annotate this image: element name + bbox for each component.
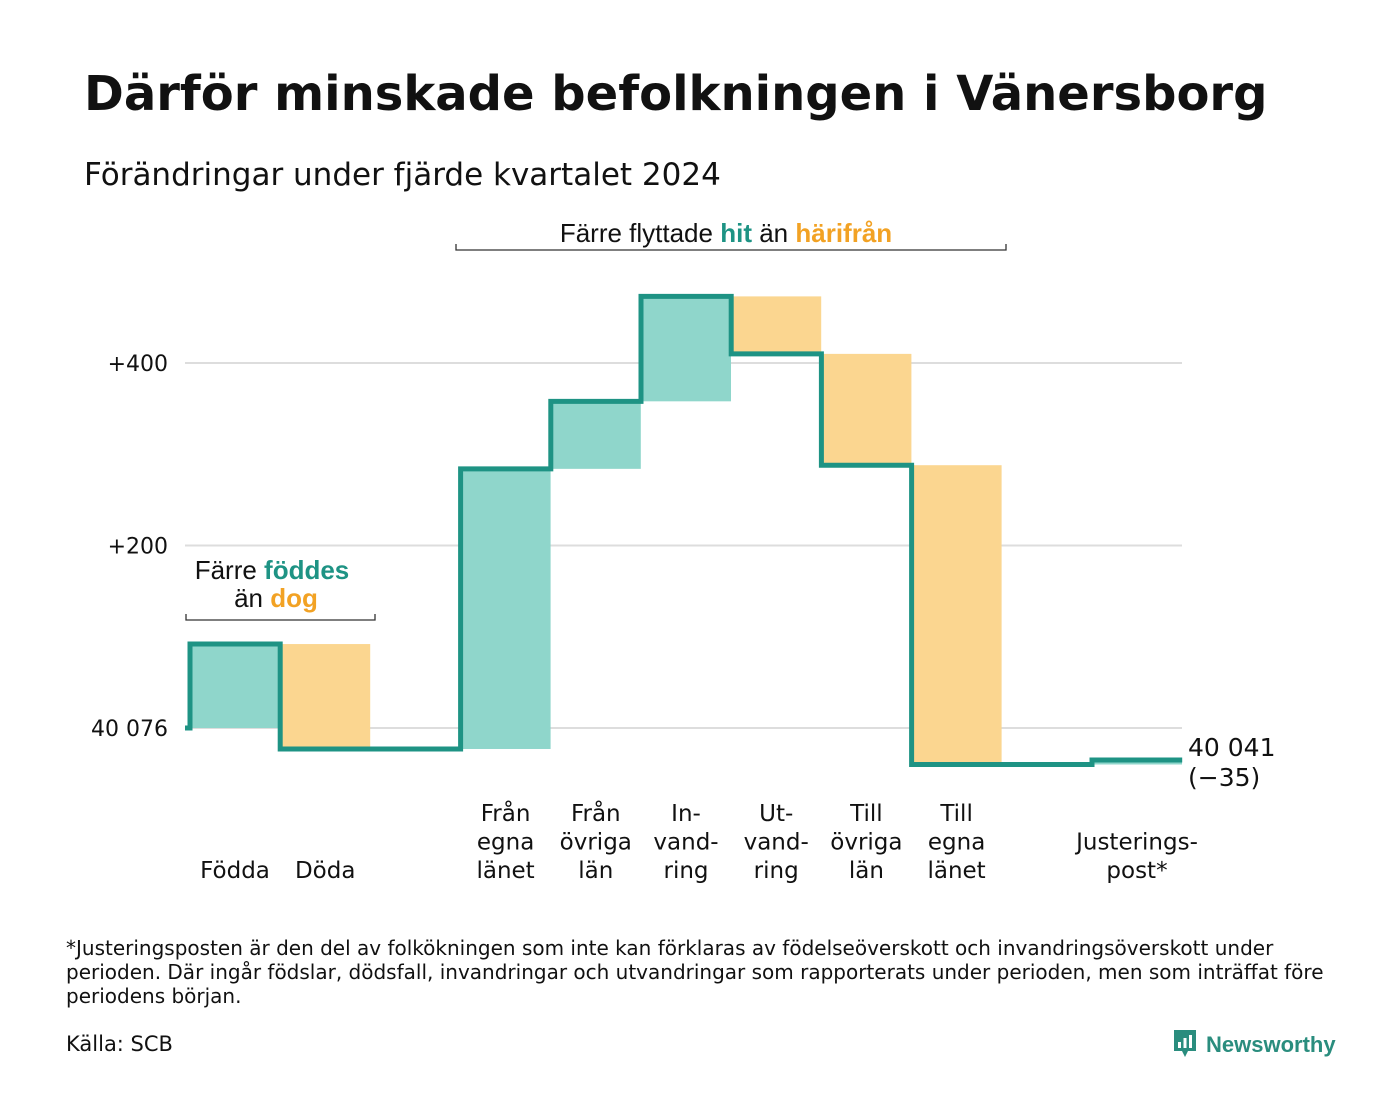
x-category-label: Från egna länet [476,799,534,884]
annotation-births-highlight-1: föddes [264,555,349,585]
annotation-moves-text-1: Färre flyttade [560,218,720,248]
chart-title: Därför minskade befolkningen i Vänersbor… [84,66,1268,122]
x-category-label: In-vand-ring [653,801,718,884]
bar-inflow [460,468,551,749]
end-value-label: 40 041 (−35) [1188,733,1275,792]
bar-outflow [911,465,1002,765]
y-tick-label: +400 [108,352,168,377]
svg-text:Färre flyttade hit än härifrån: Färre flyttade hit än härifrån [560,218,892,248]
annotation-births-highlight-2: dog [270,583,318,613]
annotation-moves: Färre flyttade hit än härifrån [455,218,1007,251]
brand-logo: Newsworthy [1172,1028,1336,1062]
x-category-label: Till egna länet [927,801,985,884]
chart-subtitle: Förändringar under fjärde kvartalet 2024 [84,157,721,193]
cumulative-step-line [185,293,1183,767]
bar-inflow [190,644,280,728]
annotation-births: Färre föddes än dog [185,555,376,621]
brand-name: Newsworthy [1206,1032,1336,1057]
footnote: *Justeringsposten är den del av folkökni… [66,936,1324,1008]
annotation-births-text-1: Färre [195,555,264,585]
source-credit: Källa: SCB [66,1032,173,1056]
bar-outflow [280,644,371,749]
x-axis-labels: Födda Döda Från egna länet Från övriga län In-va… [200,799,1198,884]
x-category-label: Från övriga län [560,799,632,884]
y-tick-label: +200 [108,535,168,560]
x-category-label: Justerings-post* [1074,830,1198,885]
newsworthy-logo-icon [1172,1027,1198,1063]
y-tick-label: 40 076 [91,717,168,742]
y-axis-ticks: 40 076 +200 +400 [91,352,168,742]
bar-inflow [550,401,641,469]
annotation-births-text-2: än [234,583,270,613]
end-change-text: (−35) [1188,763,1260,792]
x-category-label: Födda [200,858,270,884]
annotation-moves-highlight-2: härifrån [795,218,892,248]
end-value-text: 40 041 [1188,733,1275,762]
x-category-label: Döda [295,858,355,884]
x-category-label: Till övriga län [830,801,902,884]
annotation-moves-bracket [455,244,1007,251]
x-category-label: Ut-vand-ring [744,801,809,884]
annotation-moves-highlight-1: hit [720,218,752,248]
annotation-births-bracket [185,614,376,621]
bar-inflow [641,296,731,402]
bars [190,296,1182,765]
bar-outflow [731,296,822,354]
svg-text:än dog: än dog [234,583,318,613]
svg-text:Färre föddes: Färre föddes [195,555,350,585]
annotation-moves-text-2: än [752,218,795,248]
bar-outflow [821,353,912,466]
